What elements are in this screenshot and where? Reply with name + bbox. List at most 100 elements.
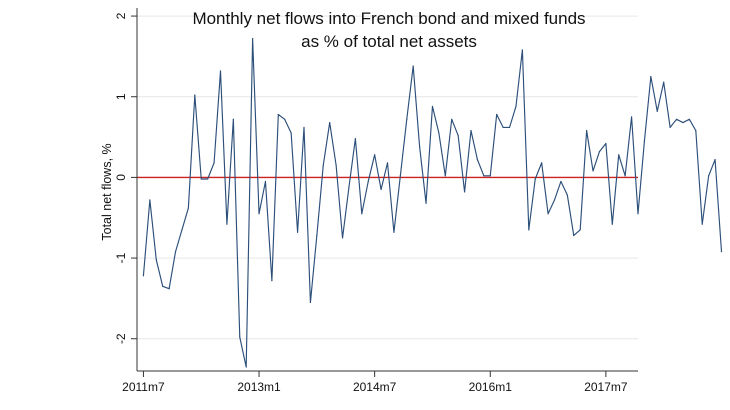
data-point xyxy=(335,164,337,166)
data-point xyxy=(168,288,170,290)
x-tick-label: 2014m7 xyxy=(353,380,397,394)
y-axis: -2 -1 0 1 2 xyxy=(114,12,137,344)
data-point xyxy=(451,118,453,120)
data-point xyxy=(688,118,690,120)
data-point xyxy=(547,213,549,215)
data-point xyxy=(425,202,427,204)
data-point xyxy=(502,126,504,128)
data-point xyxy=(534,178,536,180)
data-point xyxy=(560,180,562,183)
data-point xyxy=(252,38,254,40)
y-tick-label: 1 xyxy=(114,93,128,100)
x-tick-label: 2016m1 xyxy=(469,380,513,394)
data-point xyxy=(309,301,312,304)
data-point xyxy=(579,229,581,231)
y-tick-label: -1 xyxy=(114,252,128,263)
data-point xyxy=(219,70,222,72)
data-point xyxy=(521,49,523,51)
data-point xyxy=(393,231,395,233)
chart-title-line-1: Monthly net flows into French bond and m… xyxy=(192,9,585,28)
data-point xyxy=(399,175,401,177)
data-point xyxy=(630,116,633,118)
data-point xyxy=(380,188,382,191)
data-point xyxy=(663,81,665,83)
data-point xyxy=(682,121,684,124)
data-point xyxy=(566,194,568,196)
data-point xyxy=(187,207,189,209)
data-point xyxy=(695,130,697,132)
data-point xyxy=(643,140,646,142)
data-point xyxy=(412,65,414,67)
series-group xyxy=(142,38,723,368)
data-point xyxy=(226,223,228,225)
data-point xyxy=(174,251,177,253)
data-point xyxy=(207,178,209,180)
data-point xyxy=(271,280,273,282)
data-point xyxy=(618,154,620,156)
data-point xyxy=(457,134,459,137)
data-point xyxy=(592,170,594,172)
x-tick-label: 2017m7 xyxy=(584,380,628,394)
data-point xyxy=(406,118,408,120)
data-point xyxy=(483,175,485,177)
data-point xyxy=(284,118,286,120)
data-point xyxy=(463,191,466,193)
data-point xyxy=(431,105,434,108)
data-point xyxy=(656,110,658,112)
data-point xyxy=(714,159,716,161)
data-point xyxy=(367,180,369,183)
data-point xyxy=(598,150,601,153)
data-point xyxy=(348,186,350,188)
x-tick-label: 2013m1 xyxy=(237,380,281,394)
data-point xyxy=(200,178,202,180)
x-tick-label: 2011m7 xyxy=(122,380,165,394)
data-point xyxy=(470,130,472,132)
data-point xyxy=(701,223,703,225)
data-point xyxy=(669,126,671,128)
data-point xyxy=(515,105,517,108)
data-point xyxy=(142,275,145,277)
data-point xyxy=(149,199,151,201)
data-point xyxy=(181,229,183,231)
data-point xyxy=(650,75,652,78)
data-point xyxy=(708,175,710,177)
data-point xyxy=(316,234,318,237)
data-point xyxy=(508,126,511,128)
data-point xyxy=(528,229,530,231)
data-point xyxy=(232,118,234,120)
data-point xyxy=(194,94,196,96)
chart-title-line-2: as % of total net assets xyxy=(301,32,477,51)
x-axis: 2011m7 2013m1 2014m7 2016m1 2017m7 xyxy=(122,371,628,394)
data-point xyxy=(586,130,588,132)
data-point xyxy=(605,142,607,145)
data-point xyxy=(720,251,723,253)
data-point xyxy=(258,213,260,215)
data-point xyxy=(374,154,376,156)
data-point xyxy=(496,113,498,116)
data-point xyxy=(239,336,241,338)
data-point xyxy=(322,164,324,166)
data-point xyxy=(329,121,331,124)
data-point xyxy=(290,132,292,134)
data-point xyxy=(419,146,421,148)
data-point xyxy=(303,126,305,128)
data-point xyxy=(245,366,247,368)
data-point xyxy=(354,138,356,140)
data-point xyxy=(476,159,479,161)
data-point xyxy=(361,213,363,215)
plot-frame xyxy=(136,8,638,372)
data-point xyxy=(264,180,267,183)
data-point xyxy=(611,223,613,225)
data-point xyxy=(155,259,157,261)
y-tick-label: -2 xyxy=(114,333,128,344)
data-point xyxy=(553,199,556,201)
data-point xyxy=(341,237,344,239)
y-tick-label: 0 xyxy=(114,174,128,181)
data-point xyxy=(386,162,389,164)
data-point xyxy=(438,132,440,134)
data-point xyxy=(213,162,215,164)
data-point xyxy=(277,113,279,116)
